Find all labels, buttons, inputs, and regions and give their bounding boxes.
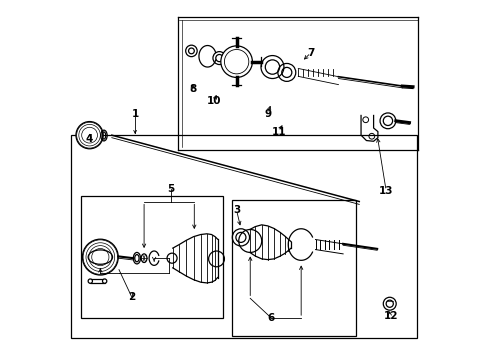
Text: 1: 1 (131, 109, 139, 119)
Text: 11: 11 (271, 127, 285, 136)
Circle shape (221, 46, 252, 77)
Text: 8: 8 (188, 84, 196, 94)
Bar (70, 135, 416, 338)
Text: 9: 9 (264, 109, 271, 119)
Circle shape (102, 279, 106, 283)
Text: 3: 3 (232, 206, 240, 216)
Text: 2: 2 (128, 292, 135, 302)
Circle shape (82, 239, 118, 275)
Text: 6: 6 (267, 313, 274, 323)
Text: 12: 12 (384, 311, 398, 321)
Bar (81, 196, 223, 318)
Bar (231, 200, 355, 336)
Text: 4: 4 (86, 134, 93, 144)
Text: 13: 13 (378, 186, 393, 196)
Text: 7: 7 (306, 48, 314, 58)
Bar (90, 279, 104, 283)
Circle shape (88, 279, 92, 283)
Text: 5: 5 (167, 184, 174, 194)
Circle shape (76, 122, 103, 149)
Text: 10: 10 (206, 96, 221, 106)
